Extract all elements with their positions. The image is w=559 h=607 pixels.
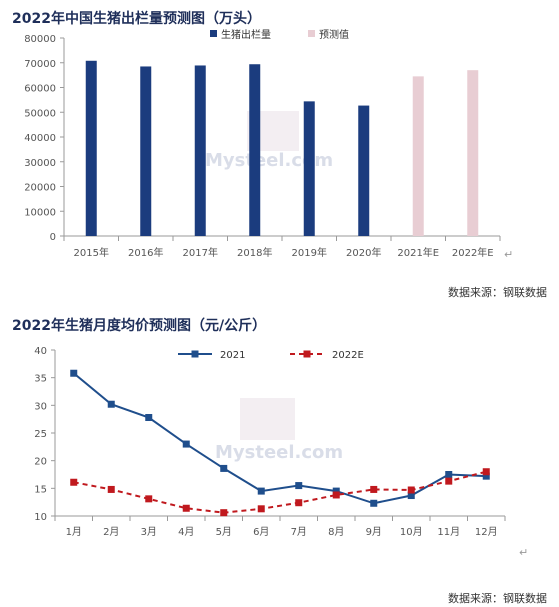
y-tick-label: 50000 [24,108,56,119]
bar [140,66,152,237]
y-tick-label: 40000 [24,133,56,144]
data-point [220,509,228,517]
x-tick-label: 12月 [475,526,498,538]
x-tick-label: 5月 [216,526,232,538]
data-point [295,482,303,490]
line-chart: Mysteel.com 10 15 20 25 30 35 40 1月 2月 3月 4月 5月 6月 7月 8… [34,346,528,559]
x-tick-label: 9月 [366,526,382,538]
y-tick-label: 20000 [24,183,56,194]
data-point [145,414,153,422]
data-point [145,495,153,503]
y-tick-label: 15 [34,484,47,495]
data-point [407,486,415,494]
y-tick-label: 20 [34,457,47,468]
data-point [257,487,265,495]
chart1-title: 2022年中国生猪出栏量预测图（万头） [12,11,261,27]
data-point [70,369,78,377]
legend-swatch [210,30,217,37]
y-tick-label: 25 [34,429,47,440]
bar [194,65,206,236]
bar [85,60,97,236]
x-tick-label: 1月 [66,526,82,538]
x-tick-label: 2022年E [452,246,494,259]
series-line [73,470,487,514]
data-point [370,499,378,507]
y-tick-label: 30000 [24,158,56,169]
x-tick-label: 8月 [328,526,344,538]
data-point [107,485,115,493]
return-mark: ↵ [504,248,513,261]
legend-label: 预测值 [319,28,349,41]
data-point [220,464,228,472]
y-tick-label: 40 [34,346,47,357]
data-point [482,472,490,480]
return-mark: ↵ [519,546,528,559]
data-point [182,504,190,512]
legend-label: 2021 [220,350,245,361]
data-point [295,499,303,507]
legend-marker [191,350,199,358]
y-tick-label: 30 [34,401,47,412]
x-tick-label: 2019年 [292,246,327,259]
x-tick-label: 2月 [103,526,119,538]
x-tick-label: 2021年E [397,246,439,259]
bar [303,101,315,236]
data-point [107,400,115,408]
bar [412,76,424,236]
legend-label: 2022E [332,350,364,361]
y-tick-label: 70000 [24,59,56,70]
data-point [370,485,378,493]
y-tick-label: 10 [34,512,47,523]
x-tick-label: 2015年 [74,246,109,259]
data-point [257,505,265,513]
x-tick-label: 7月 [291,526,307,538]
x-tick-label: 2016年 [128,246,163,259]
data-point [482,468,490,476]
watermark-logo [240,398,295,440]
data-point [332,491,340,499]
data-point [332,487,340,495]
legend-marker [303,350,311,358]
bar [358,105,370,236]
watermark-text: Mysteel.com [205,150,333,171]
chart2-source: 数据来源：钢联数据 [448,592,547,605]
y-tick-label: 0 [50,232,56,243]
data-point [182,440,190,448]
chart1-source: 数据来源：钢联数据 [448,286,547,299]
x-tick-label: 2017年 [183,246,218,259]
x-tick-label: 3月 [141,526,157,538]
y-tick-label: 35 [34,374,47,385]
data-point [445,477,453,485]
x-tick-label: 2020年 [346,246,381,259]
x-tick-label: 4月 [178,526,194,538]
bar-chart: Mysteel.com 0 10000 20000 30000 40000 50000 600… [24,28,513,261]
bar [249,64,261,236]
data-point [445,471,453,478]
legend-label: 生猪出栏量 [221,28,271,41]
bar [467,70,479,236]
series-line [73,372,487,505]
x-tick-label: 11月 [437,526,460,538]
data-point [70,478,78,486]
data-point [407,492,415,500]
x-tick-label: 2018年 [237,246,272,259]
y-tick-label: 60000 [24,84,56,95]
watermark-text: Mysteel.com [215,442,343,463]
y-tick-label: 10000 [24,207,56,218]
x-tick-label: 6月 [253,526,269,538]
legend-swatch [308,30,315,37]
y-tick-label: 80000 [24,34,56,45]
x-tick-label: 10月 [400,526,423,538]
chart2-title: 2022年生猪月度均价预测图（元/公斤） [12,318,267,334]
